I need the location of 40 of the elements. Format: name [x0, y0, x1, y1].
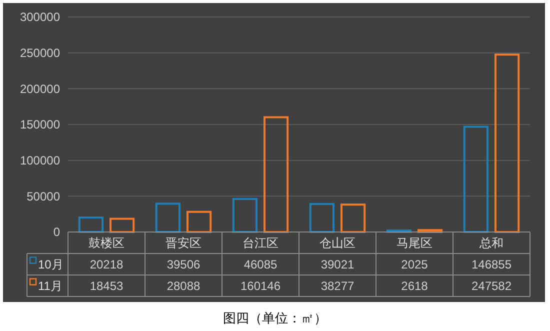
data-label: 18453 — [90, 278, 124, 293]
data-label: 160146 — [240, 278, 281, 293]
data-label: 2025 — [401, 257, 428, 272]
bar — [309, 203, 334, 233]
bar — [418, 229, 443, 233]
bar — [494, 54, 520, 233]
x-tick-label: 总和 — [478, 236, 504, 250]
bar — [110, 218, 135, 233]
data-label: 38277 — [320, 278, 355, 293]
legend-label: 10月 — [38, 257, 64, 272]
legend-label: 11月 — [38, 278, 62, 293]
bar — [232, 198, 258, 233]
x-tick-label: 仓山区 — [320, 236, 356, 250]
y-tick-label: 100000 — [20, 154, 60, 168]
y-tick-label: 0 — [53, 225, 60, 240]
data-label: 39506 — [166, 257, 201, 272]
y-tick-label: 200000 — [20, 82, 60, 96]
y-tick-label: 150000 — [20, 118, 60, 132]
x-tick-label: 鼓楼区 — [88, 236, 124, 250]
data-label: 39021 — [320, 257, 355, 272]
data-label: 146855 — [471, 257, 512, 272]
bar — [186, 210, 212, 233]
data-label: 247582 — [471, 278, 512, 293]
bar — [155, 202, 180, 233]
x-tick-label: 马尾区 — [396, 236, 432, 250]
bar — [78, 216, 104, 233]
y-tick-label: 250000 — [20, 46, 60, 60]
text: 图四（单位：㎡） — [223, 310, 327, 326]
bar — [340, 204, 366, 233]
x-tick-label: 晋安区 — [166, 236, 202, 250]
data-label: 2618 — [401, 278, 428, 293]
data-label: 28088 — [166, 278, 201, 293]
bar — [386, 230, 412, 233]
data-label: 46085 — [244, 257, 278, 272]
bar — [264, 116, 289, 233]
y-tick-label: 50000 — [26, 189, 60, 204]
y-tick-label: 300000 — [20, 10, 60, 24]
bar — [463, 126, 488, 233]
x-tick-label: 台江区 — [242, 236, 278, 250]
data-label: 20218 — [90, 257, 124, 272]
